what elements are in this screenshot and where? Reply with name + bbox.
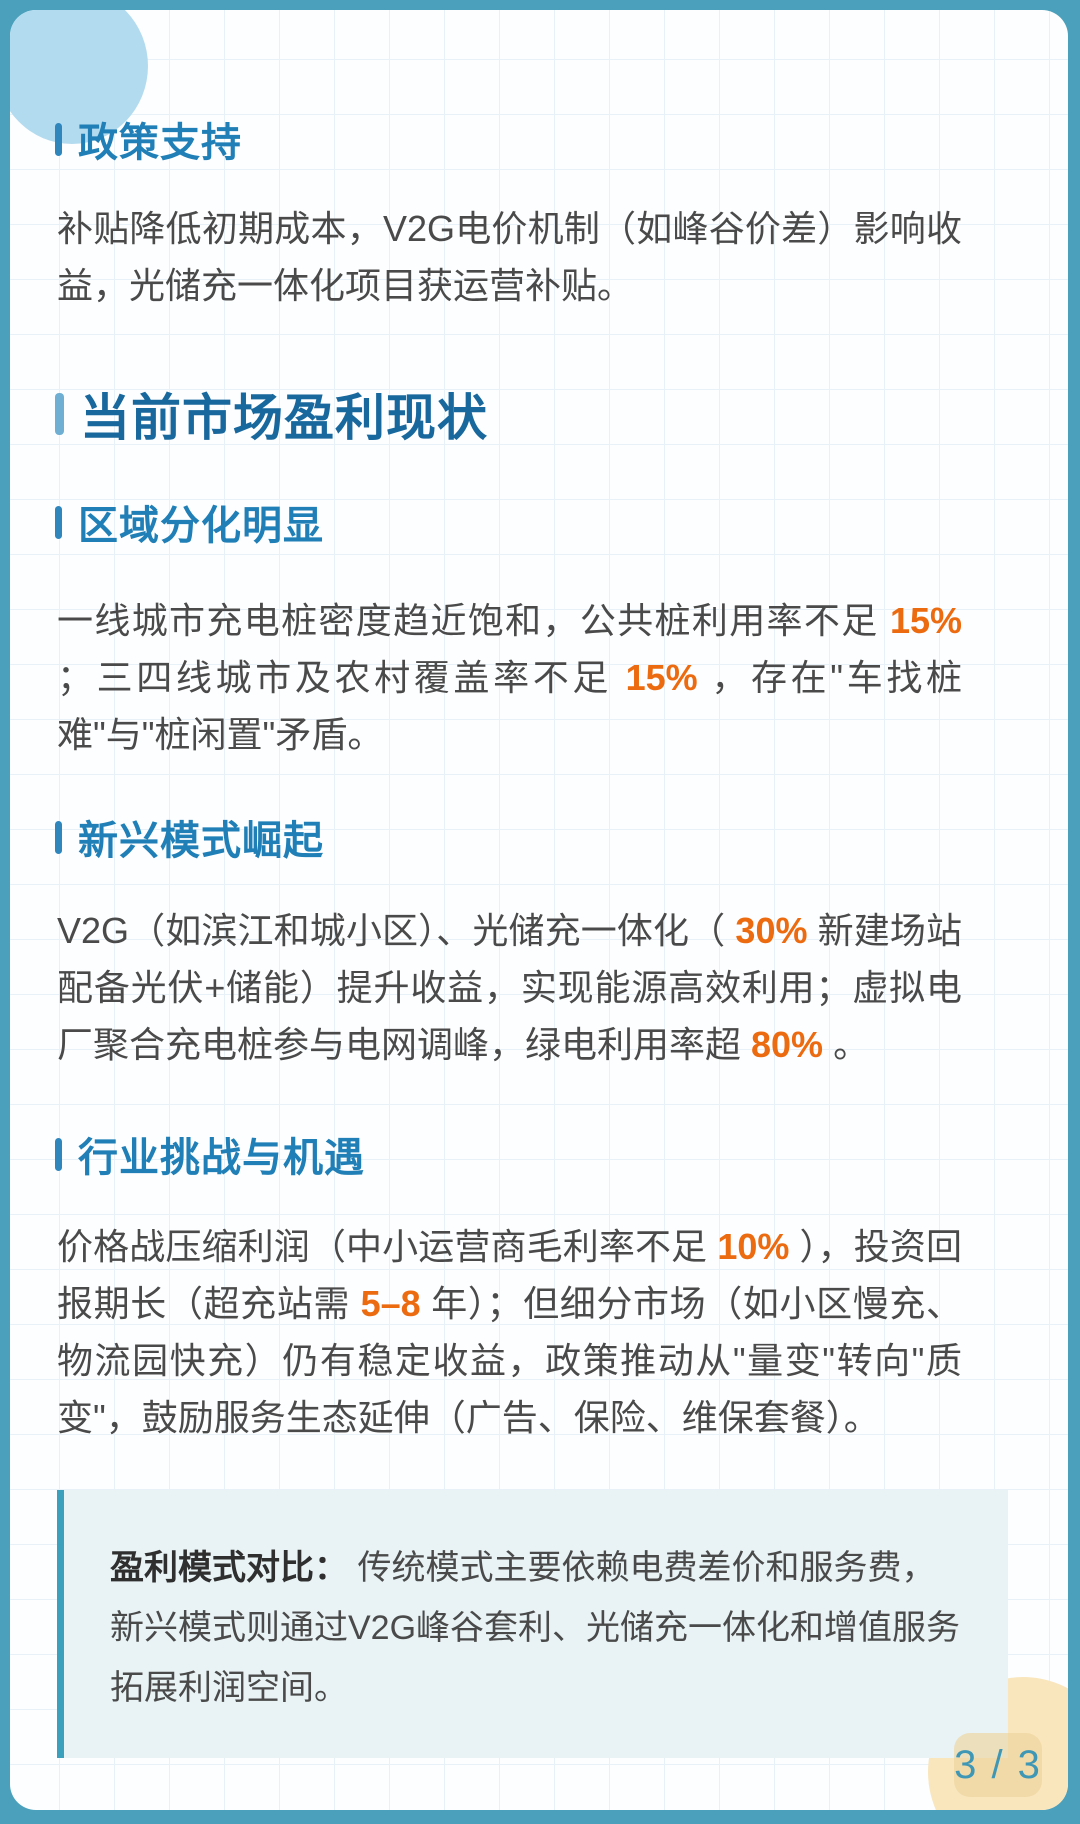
paragraph-emerging-models: V2G（如滨江和城小区）、光储充一体化（ 30% 新建场站配备光伏+储能）提升收… [57, 902, 962, 1073]
text-segment: 补贴降低初期成本，V2G电价机制（如峰谷价差）影响收益，光储充一体化项目获运营补… [57, 208, 962, 306]
highlight-value: 5–8 [360, 1283, 421, 1324]
heading-accent-bar [55, 393, 64, 435]
heading-text: 新兴模式崛起 [78, 819, 324, 863]
text-segment: ，存在"车找桩难"与"桩闲置"矛盾。 [57, 657, 962, 755]
section-heading-market-status: 当前市场盈利现状 [55, 378, 488, 450]
text-segment: ；三四线城市及农村覆盖率不足 [57, 657, 626, 698]
heading-text: 行业挑战与机遇 [78, 1136, 365, 1180]
text-segment: 。 [823, 1024, 870, 1065]
heading-text: 政策支持 [78, 121, 242, 165]
highlight-value: 15% [889, 600, 962, 641]
heading-accent-bar [55, 122, 62, 156]
section-heading-regional-divergence: 区域分化明显 [55, 493, 324, 551]
heading-accent-bar [55, 505, 62, 539]
heading-text: 当前市场盈利现状 [80, 390, 488, 446]
heading-text: 区域分化明显 [78, 504, 324, 548]
section-heading-industry-challenges: 行业挑战与机遇 [55, 1125, 365, 1183]
callout-body: 传统模式主要依赖电费差价和服务费，新兴模式则通过V2G峰谷套利、光储充一体化和增… [110, 1549, 960, 1707]
paragraph-regional-divergence: 一线城市充电桩密度趋近饱和，公共桩利用率不足 15% ；三四线城市及农村覆盖率不… [57, 592, 962, 763]
section-heading-policy-support: 政策支持 [55, 110, 242, 168]
text-segment: 价格战压缩利润（中小运营商毛利率不足 [57, 1226, 718, 1267]
page-indicator: 3 / 3 [954, 1733, 1042, 1797]
text-segment: 新建场站配备光伏+储能）提升收益，实现能源高效利用；虚拟电厂聚合充电桩参与电网调… [57, 910, 962, 1065]
paragraph-policy-support: 补贴降低初期成本，V2G电价机制（如峰谷价差）影响收益，光储充一体化项目获运营补… [57, 200, 962, 314]
paragraph-industry-challenges: 价格战压缩利润（中小运营商毛利率不足 10% ），投资回报期长（超充站需 5–8… [57, 1218, 962, 1446]
highlight-value: 30% [735, 910, 808, 951]
text-segment: ），投资回报期长（超充站需 [57, 1226, 962, 1324]
content-sheet: 政策支持 补贴降低初期成本，V2G电价机制（如峰谷价差）影响收益，光储充一体化项… [10, 10, 1068, 1810]
decor-circle-top-left [10, 10, 148, 144]
callout-label: 盈利模式对比： [110, 1549, 348, 1587]
highlight-value: 10% [717, 1226, 790, 1267]
text-segment: 一线城市充电桩密度趋近饱和，公共桩利用率不足 [57, 600, 890, 641]
section-heading-emerging-models: 新兴模式崛起 [55, 808, 324, 866]
text-segment: 传统模式主要依赖电费差价和服务费，新兴模式则通过V2G峰谷套利、光储充一体化和增… [110, 1549, 961, 1707]
text-segment: V2G（如滨江和城小区）、光储充一体化（ [57, 910, 736, 951]
text-segment: 年）；但细分市场（如小区慢充、物流园快充）仍有稳定收益，政策推动从"量变"转向"… [57, 1283, 962, 1438]
highlight-value: 80% [751, 1024, 824, 1065]
heading-accent-bar [55, 1137, 62, 1171]
highlight-value: 15% [625, 657, 698, 698]
heading-accent-bar [55, 820, 62, 854]
callout-box-profit-model-comparison: 盈利模式对比： 传统模式主要依赖电费差价和服务费，新兴模式则通过V2G峰谷套利、… [57, 1490, 1008, 1758]
callout-text: 盈利模式对比： 传统模式主要依赖电费差价和服务费，新兴模式则通过V2G峰谷套利、… [110, 1538, 966, 1718]
